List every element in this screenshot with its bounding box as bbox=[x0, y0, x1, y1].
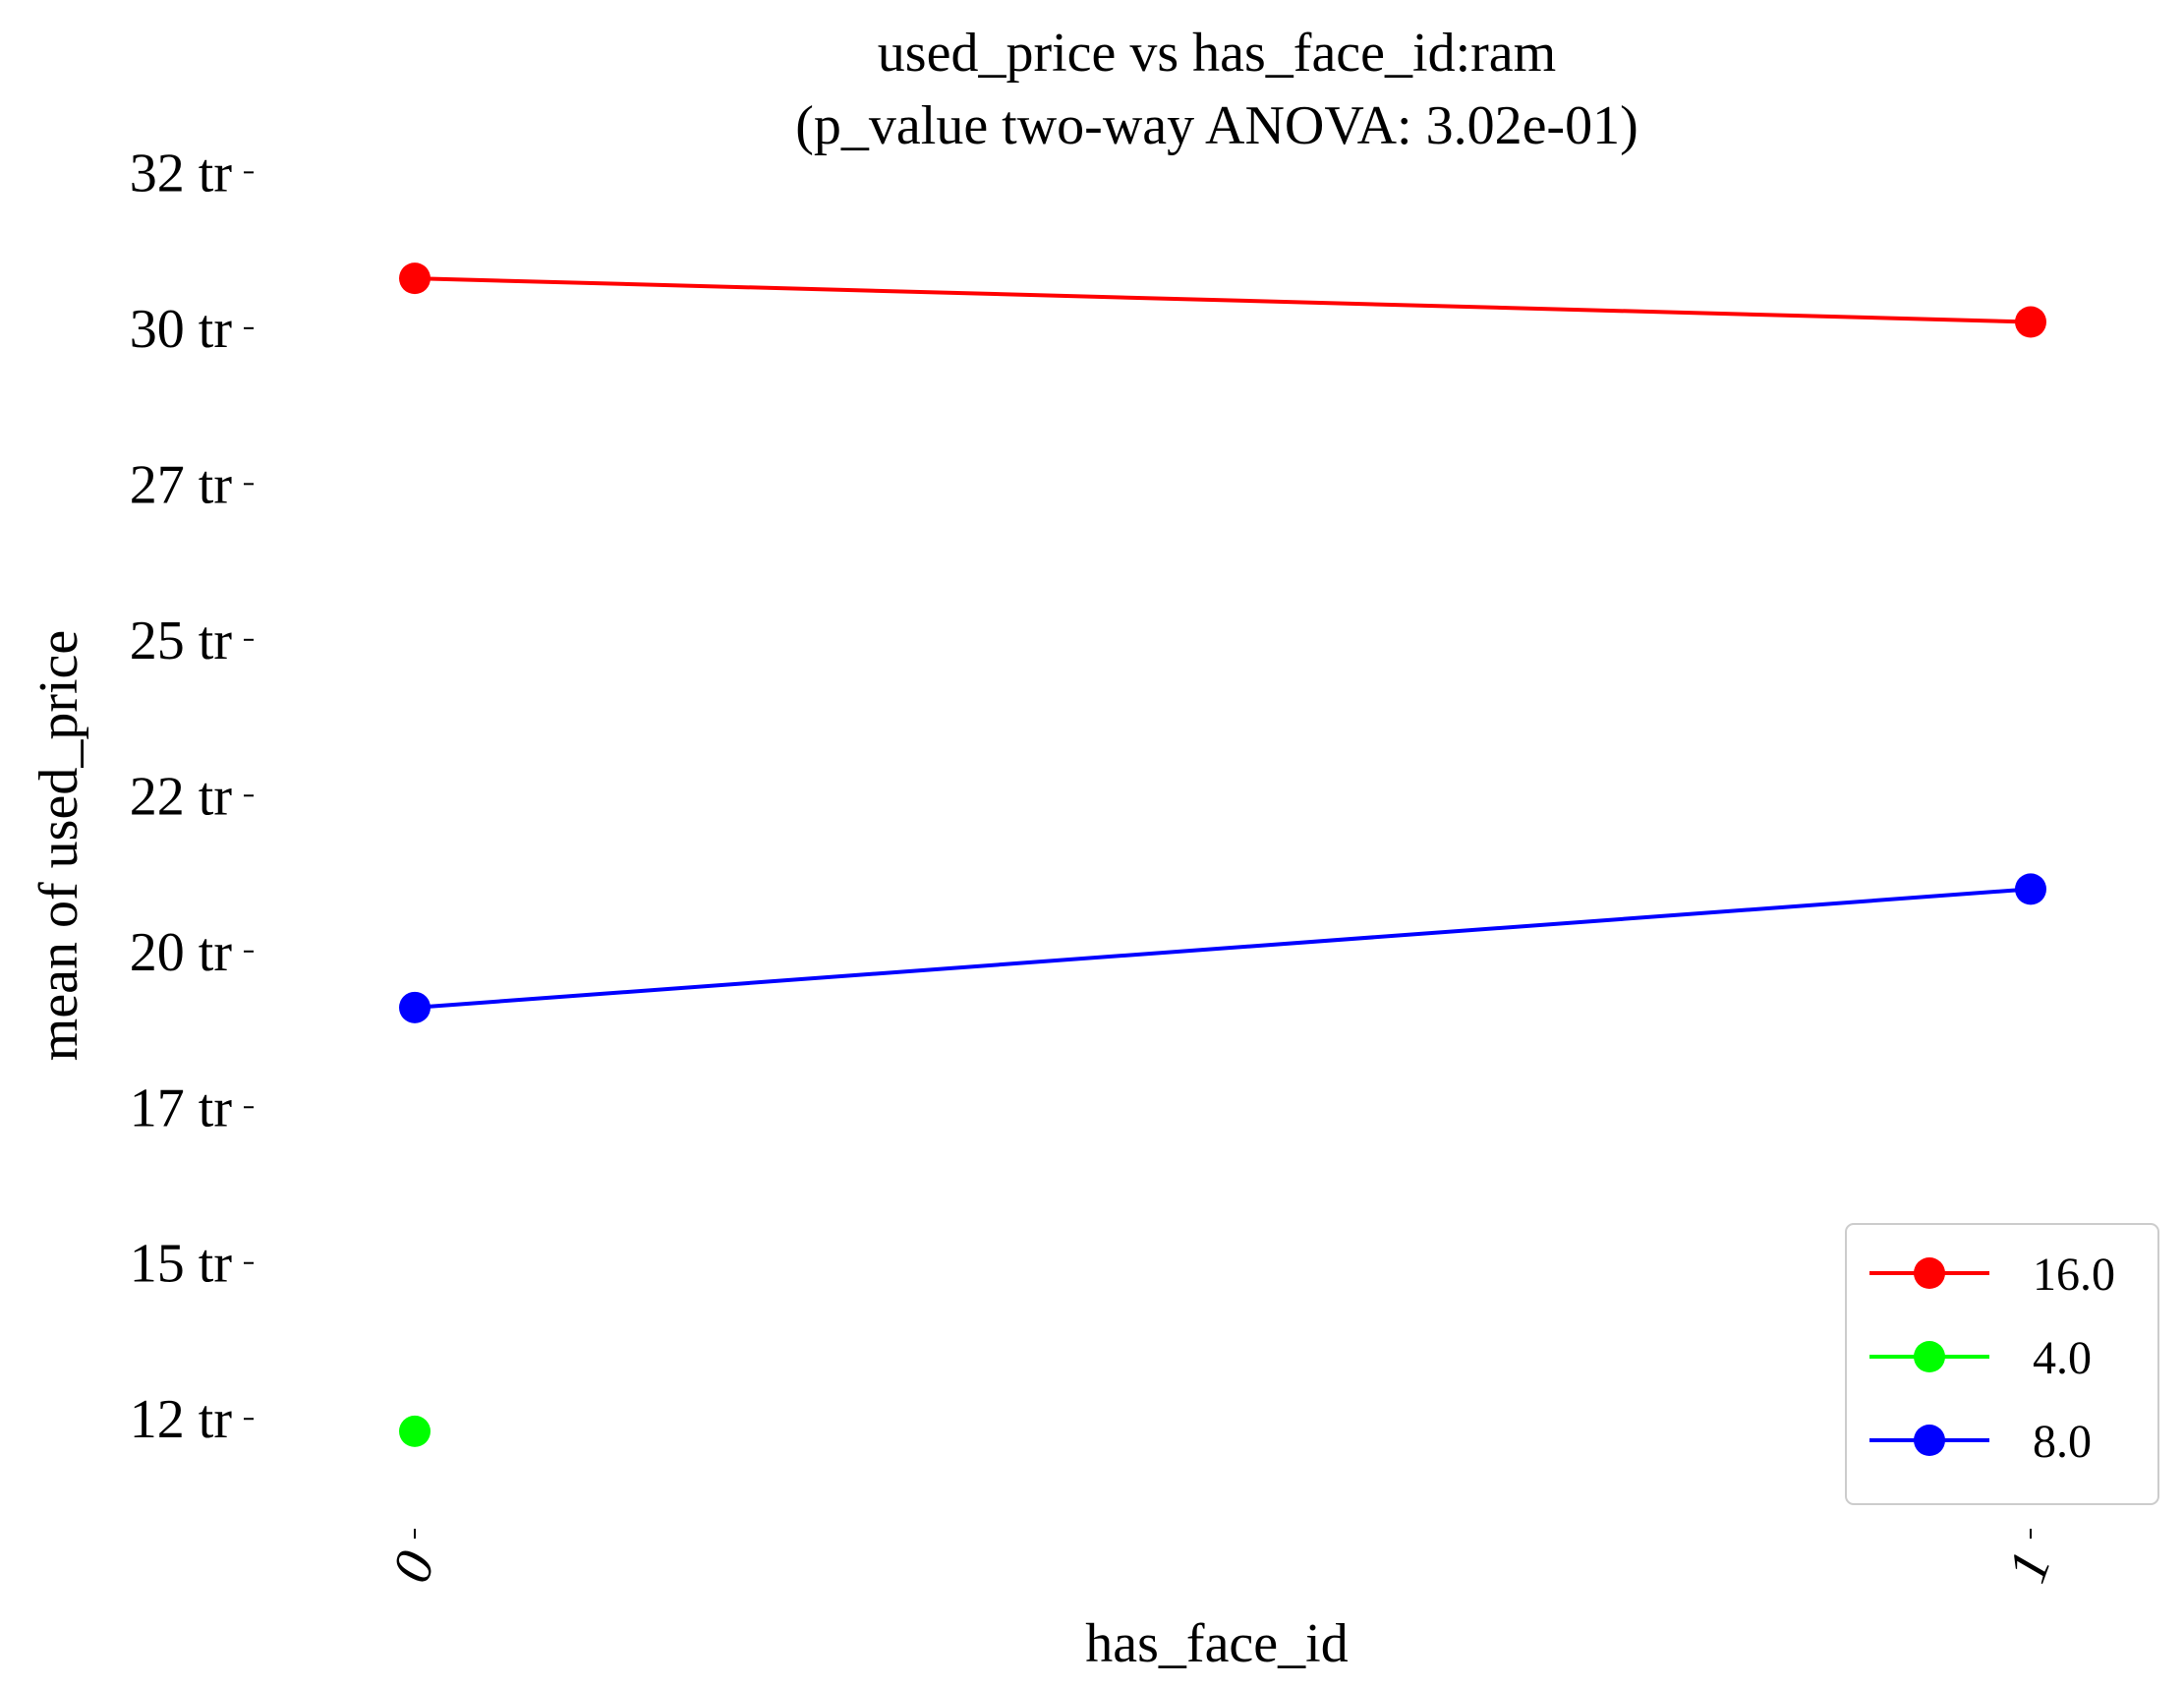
legend-swatch-marker bbox=[1914, 1257, 1945, 1289]
series-line-8.0 bbox=[414, 887, 2032, 1010]
x-tick-label: 1 bbox=[1996, 1543, 2063, 1591]
data-point-4.0 bbox=[399, 1415, 431, 1447]
chart-title: used_price vs has_face_id:ram bbox=[878, 23, 1556, 84]
data-point-8.0 bbox=[399, 991, 431, 1023]
y-tick-label: 32 tr bbox=[130, 143, 233, 204]
legend-label: 4.0 bbox=[2033, 1332, 2092, 1384]
data-point-8.0 bbox=[2015, 873, 2046, 905]
y-tick-label: 30 tr bbox=[130, 299, 233, 360]
series-line-16.0 bbox=[414, 276, 2032, 324]
y-tick-label: 12 tr bbox=[130, 1389, 233, 1450]
data-point-16.0 bbox=[2015, 306, 2046, 338]
y-tick-label: 20 tr bbox=[130, 922, 233, 983]
x-tick-label: 0 bbox=[380, 1543, 447, 1591]
y-tick-label: 17 tr bbox=[130, 1077, 233, 1138]
plot-area bbox=[399, 262, 2046, 1447]
y-tick-label: 27 tr bbox=[130, 454, 233, 515]
legend-label: 16.0 bbox=[2033, 1249, 2115, 1301]
y-axis-label: mean of used_price bbox=[29, 630, 89, 1061]
data-point-16.0 bbox=[399, 262, 431, 295]
chart-subtitle: (p_value two-way ANOVA: 3.02e-01) bbox=[795, 95, 1638, 156]
legend-swatch-marker bbox=[1914, 1425, 1945, 1456]
legend-label: 8.0 bbox=[2033, 1416, 2092, 1468]
x-axis-label: has_face_id bbox=[1085, 1613, 1348, 1674]
y-tick-label: 25 tr bbox=[130, 611, 233, 671]
y-tick-label: 22 tr bbox=[130, 766, 233, 827]
legend: 16.0 4.0 8.0 bbox=[1845, 1223, 2159, 1505]
legend-swatch-marker bbox=[1914, 1341, 1945, 1372]
y-tick-label: 15 tr bbox=[130, 1234, 233, 1295]
y-axis-ticks: 12 tr 15 tr 17 tr 20 tr 22 tr 25 tr 27 tr 30 tr… bbox=[130, 143, 254, 1450]
